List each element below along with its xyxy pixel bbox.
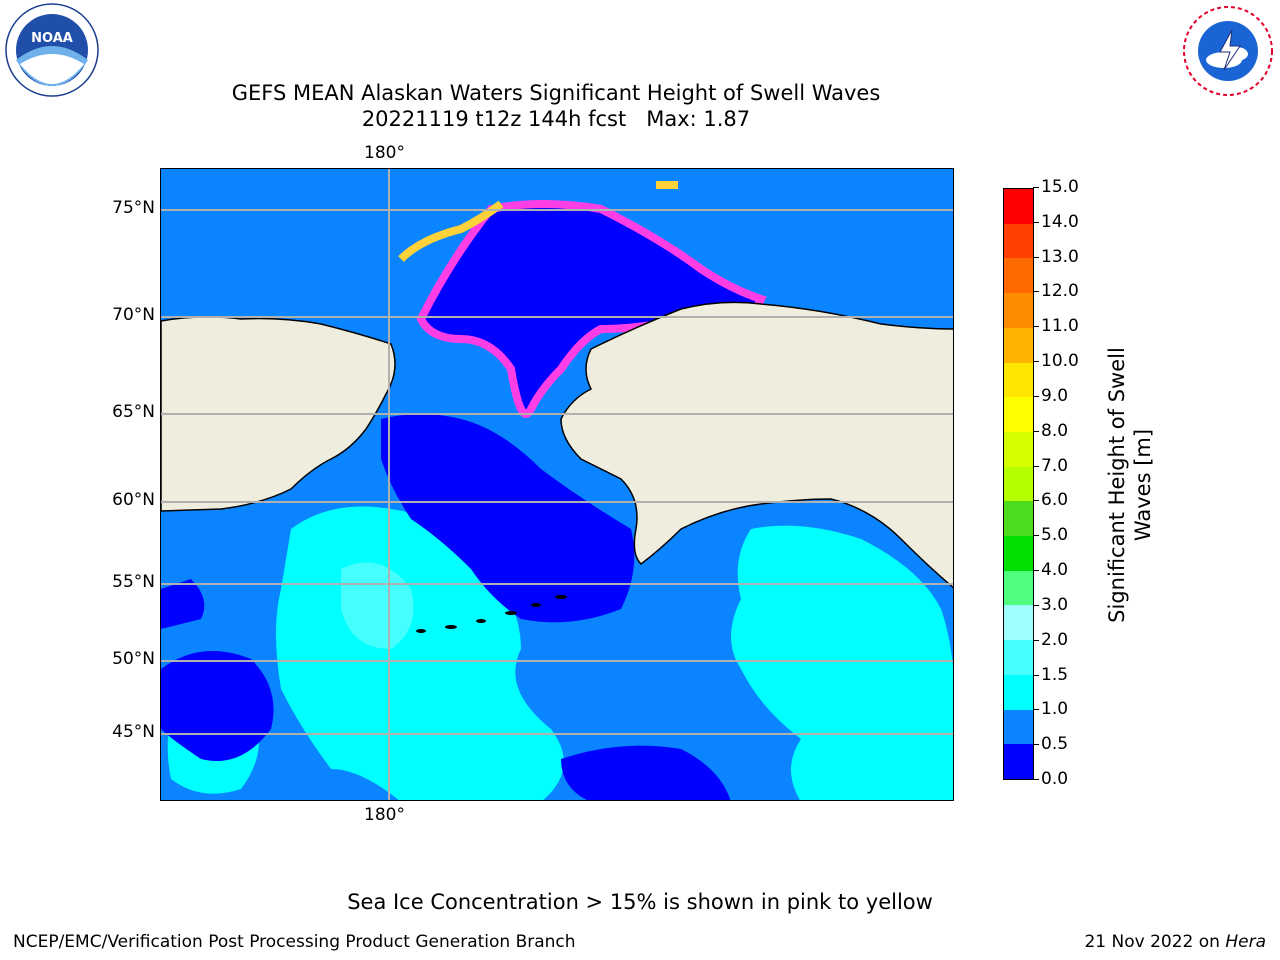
colorbar-label-text: Significant Height of Swell Waves [m] [1105,347,1155,623]
colorbar-tick-label: 13.0 [1033,246,1079,267]
colorbar-segment [1004,570,1033,606]
colorbar-tick-label: 7.0 [1032,455,1069,476]
swell-region-blue-edge [161,579,205,629]
bering-sea [381,414,635,623]
footer-date: 21 Nov 2022 on Hera [1084,932,1266,952]
swell-region-blue-south [561,745,731,800]
swell-region-cyan-east [731,525,953,800]
aleutian-islands [416,595,567,633]
colorbar-segment [1004,258,1033,294]
lat-label-45: 45°N [112,722,155,742]
swell-height-map [160,168,954,801]
colorbar-segment [1004,431,1033,467]
noaa-logo-text: NOAA [31,31,73,46]
sea-ice-note: Sea Ice Concentration > 15% is shown in … [347,890,933,914]
colorbar-segment [1004,605,1033,641]
colorbar-segment [1004,466,1033,502]
colorbar-segment [1004,744,1033,779]
nws-logo [1180,4,1276,98]
colorbar-tick-label: 9.0 [1032,385,1069,406]
land-alaska [560,301,953,589]
colorbar-segment [1004,223,1033,259]
footer-branch: NCEP/EMC/Verification Post Processing Pr… [13,932,576,952]
colorbar [1003,188,1034,780]
lat-label-75: 75°N [112,198,155,218]
colorbar-segment [1004,709,1033,745]
colorbar-segment [1004,536,1033,571]
lat-label-65: 65°N [112,402,155,422]
title-line-2: 20221119 t12z 144h fcst Max: 1.87 [361,107,751,131]
colorbar-tick-label: 11.0 [1033,316,1079,337]
noaa-logo: NOAA [2,2,102,98]
colorbar-segment [1004,362,1033,398]
colorbar-tick-label: 5.0 [1032,525,1069,546]
lat-label-50: 50°N [112,649,155,669]
colorbar-segment [1004,674,1033,710]
colorbar-segment [1004,501,1033,537]
ice-edge-yellow [398,200,504,262]
footer-date-text: 21 Nov 2022 on [1084,932,1226,952]
lat-label-55: 55°N [112,572,155,592]
colorbar-segment [1004,397,1033,432]
colorbar-tick-label: 0.5 [1032,734,1069,755]
colorbar-tick-label: 3.0 [1032,594,1069,615]
title-line-1: GEFS MEAN Alaskan Waters Significant Hei… [231,81,881,105]
colorbar-tick-label: 8.0 [1032,420,1069,441]
colorbar-tick-label: 14.0 [1033,211,1079,232]
colorbar-label: Significant Height of Swell Waves [m] [1104,325,1156,645]
colorbar-tick-label: 12.0 [1033,281,1079,302]
colorbar-tick-label: 15.0 [1033,177,1079,197]
colorbar-segment [1004,293,1033,328]
lat-label-70: 70°N [112,305,155,325]
colorbar-segment [1004,640,1033,675]
map-title: GEFS MEAN Alaskan Waters Significant Hei… [156,80,956,132]
colorbar-segment [1004,189,1033,224]
colorbar-tick-label: 0.0 [1032,769,1069,789]
lon-label-bottom: 180° [364,805,405,825]
colorbar-tick-label: 6.0 [1032,490,1069,511]
lat-label-60: 60°N [112,490,155,510]
lon-label-top: 180° [364,143,405,163]
ice-fleck [656,181,678,189]
colorbar-tick-label: 2.0 [1032,629,1069,650]
graticule [161,169,953,800]
colorbar-tick-label: 4.0 [1032,560,1069,581]
colorbar-tick-label: 10.0 [1033,351,1079,372]
colorbar-tick-label: 1.5 [1032,664,1069,685]
footer-machine: Hera [1225,932,1266,952]
colorbar-tick-label: 1.0 [1032,699,1069,720]
colorbar-segment [1004,327,1033,363]
